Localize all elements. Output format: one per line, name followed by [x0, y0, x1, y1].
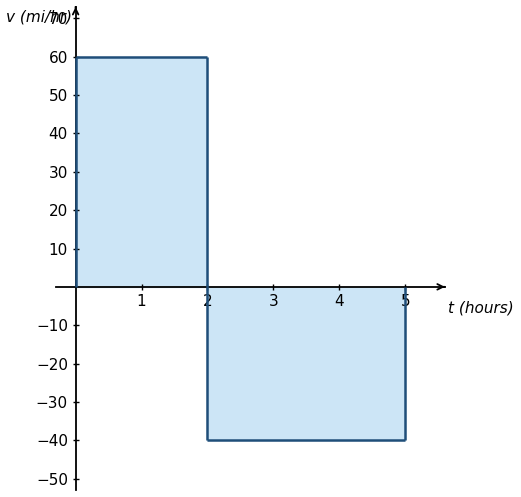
Text: v (mi/hr): v (mi/hr)	[6, 10, 72, 25]
Text: t (hours): t (hours)	[448, 300, 514, 315]
